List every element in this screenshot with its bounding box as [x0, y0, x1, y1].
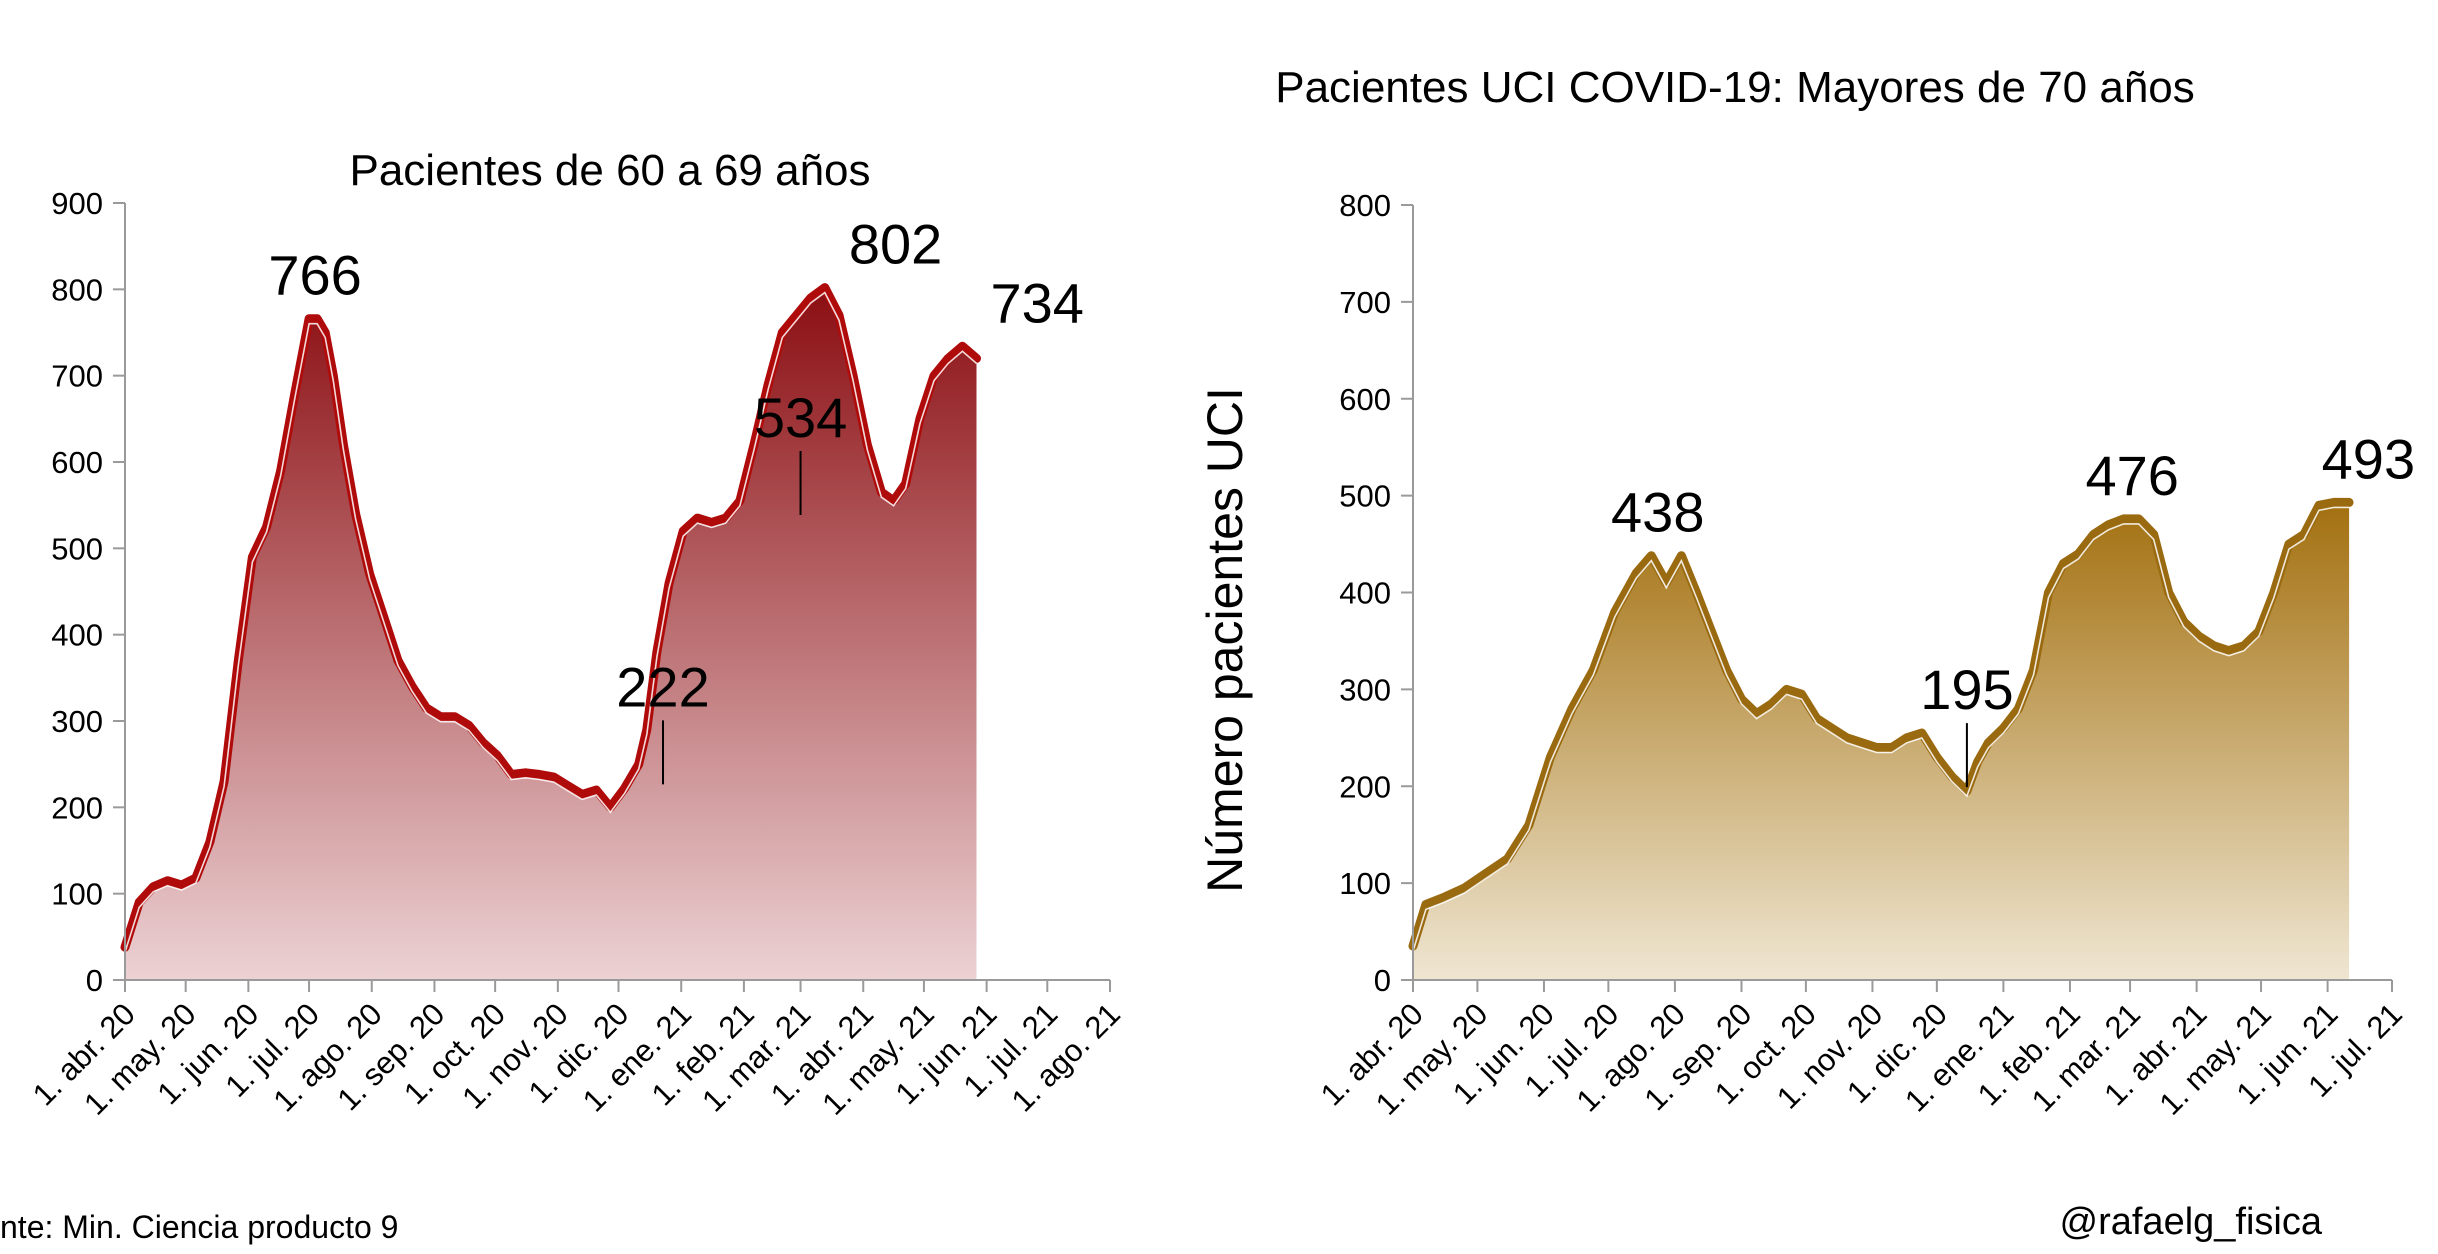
right-y-tick-label: 500: [1339, 479, 1391, 514]
author-handle: @rafaelg_fisica: [2060, 1201, 2323, 1243]
left-annotation-label: 534: [754, 386, 847, 449]
right-series-highlight: [1412, 506, 2350, 952]
left-series-highlight: [124, 291, 978, 953]
chart-right-y-axis-label: Número pacientes UCI: [1197, 387, 1253, 893]
right-y-tick-label: 800: [1339, 188, 1391, 223]
left-y-tick-label: 100: [51, 877, 103, 912]
right-annotation-label: 195: [1920, 658, 2013, 721]
left-y-tick-label: 300: [51, 704, 103, 739]
left-series-area: [125, 287, 977, 981]
right-y-tick-label: 100: [1339, 866, 1391, 901]
left-annotation-label: 802: [849, 213, 942, 276]
left-y-tick-label: 500: [51, 531, 103, 566]
right-y-tick-label: 700: [1339, 285, 1391, 320]
left-annotation-label: 766: [268, 244, 361, 307]
right-y-tick-label: 600: [1339, 382, 1391, 417]
right-y-tick-label: 300: [1339, 672, 1391, 707]
chart-left-annotations: 766 802 734 534 222: [268, 213, 1084, 785]
left-annotation-label: 734: [990, 271, 1083, 334]
left-series-line: [120, 283, 981, 952]
chart-right-70-plus: Pacientes UCI COVID-19: Mayores de 70 añ…: [1197, 63, 2415, 1122]
right-y-tick-label: 400: [1339, 576, 1391, 611]
left-y-tick-label: 700: [51, 359, 103, 394]
right-annotation-label: 493: [2322, 427, 2415, 490]
chart-right-title: Pacientes UCI COVID-19: Mayores de 70 añ…: [1275, 63, 2195, 112]
right-annotation-label: 438: [1611, 481, 1704, 544]
chart-left-60-69: Pacientes de 60 a 69 años 0 100 200 300 400 5…: [26, 146, 1127, 1122]
chart-right-plot-area: [1408, 497, 2354, 980]
left-y-tick-label: 600: [51, 445, 103, 480]
left-y-tick-label: 800: [51, 272, 103, 307]
chart-left-plot-area: [120, 283, 981, 981]
left-y-tick-label: 200: [51, 790, 103, 825]
left-y-tick-label: 400: [51, 618, 103, 653]
right-y-tick-label: 0: [1374, 963, 1391, 998]
left-annotation-label: 222: [616, 655, 709, 718]
chart-right-annotations: 438 476 493 195: [1611, 427, 2415, 788]
left-y-tick-label: 900: [51, 186, 103, 221]
source-note: nte: Min. Ciencia producto 9: [0, 1209, 398, 1245]
right-series-area: [1413, 502, 2350, 980]
right-y-tick-label: 200: [1339, 769, 1391, 804]
right-annotation-label: 476: [2086, 444, 2179, 507]
left-y-tick-label: 0: [86, 963, 103, 998]
right-series-line: [1408, 497, 2354, 951]
chart-left-title: Pacientes de 60 a 69 años: [349, 146, 870, 195]
